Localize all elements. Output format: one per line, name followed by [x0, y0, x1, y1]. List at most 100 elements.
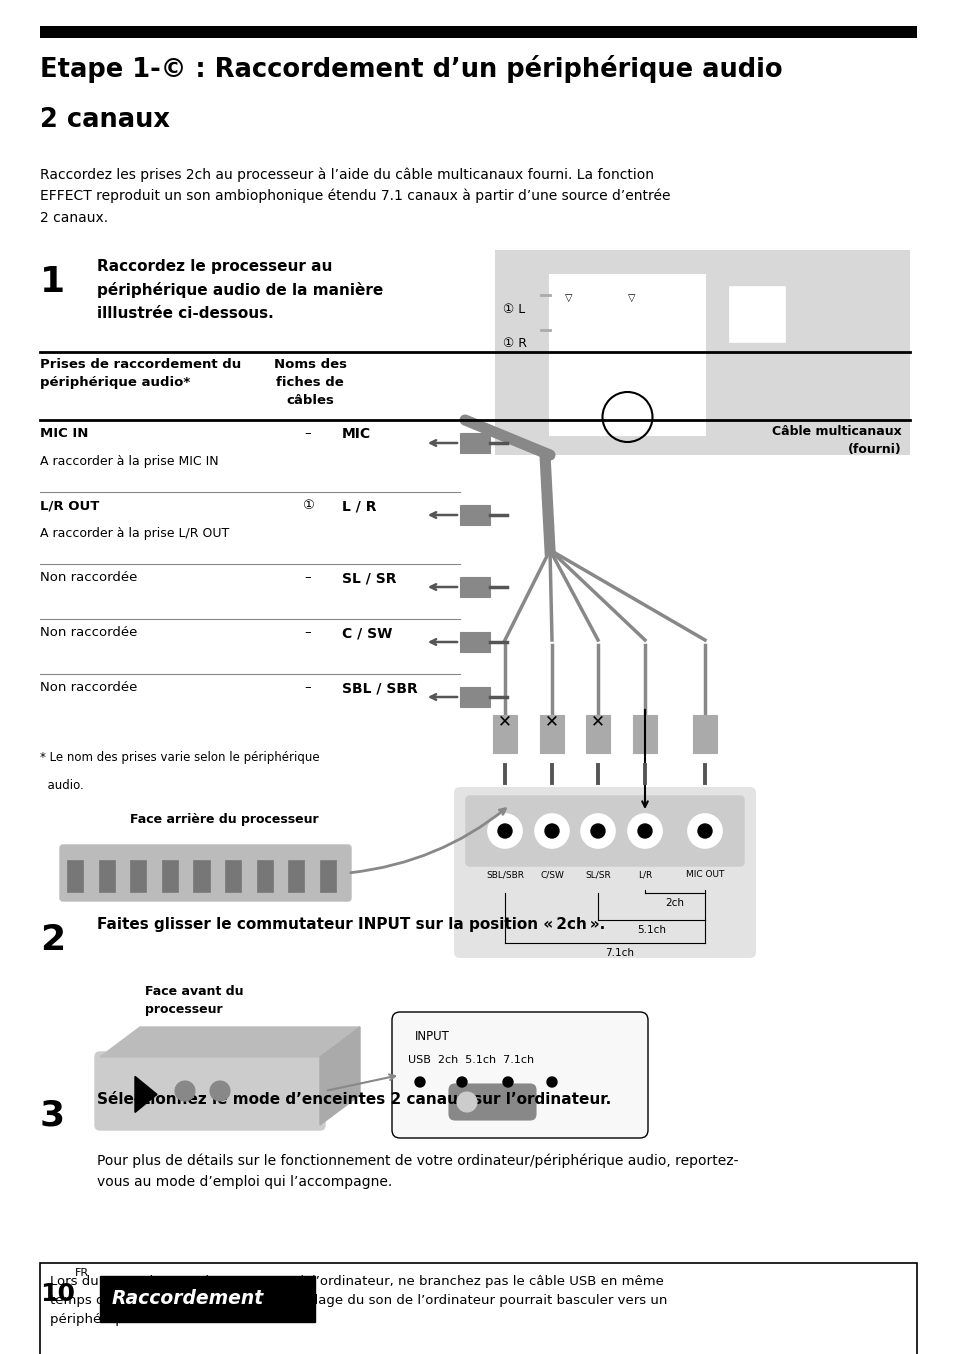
Text: Raccordement: Raccordement [112, 1289, 264, 1308]
Bar [100, 1275, 314, 1322]
Circle shape [638, 825, 651, 838]
Polygon shape [135, 1076, 157, 1113]
Circle shape [546, 1076, 557, 1087]
Bar [131, 860, 146, 892]
Bar [98, 860, 114, 892]
Text: Faites glisser le commutateur INPUT sur la position « 2ch ».: Faites glisser le commutateur INPUT sur … [97, 917, 604, 932]
Circle shape [627, 814, 661, 848]
Bar [40, 1263, 916, 1354]
Text: –: – [304, 681, 311, 695]
Bar [459, 433, 490, 454]
Bar [319, 860, 335, 892]
FancyBboxPatch shape [95, 1052, 325, 1131]
Bar [193, 860, 210, 892]
Bar [256, 860, 273, 892]
Bar [459, 632, 490, 653]
Text: MIC: MIC [341, 427, 371, 441]
Text: 5.1ch: 5.1ch [637, 925, 665, 936]
Text: –: – [304, 571, 311, 584]
Text: Prises de raccordement du
périphérique audio*: Prises de raccordement du périphérique a… [40, 357, 241, 389]
Text: C / SW: C / SW [341, 626, 392, 640]
Circle shape [210, 1080, 230, 1101]
Text: ① L: ① L [502, 303, 525, 315]
Polygon shape [100, 1026, 359, 1057]
Circle shape [497, 825, 512, 838]
Text: C/SW: C/SW [539, 871, 563, 879]
Text: 1: 1 [40, 265, 65, 299]
Text: Non raccordée: Non raccordée [40, 681, 137, 695]
Text: ① R: ① R [502, 337, 526, 349]
Bar [633, 715, 657, 753]
Text: INPUT: INPUT [415, 1030, 450, 1043]
Text: Raccordez le processeur au
périphérique audio de la manière
illlustrée ci-dessou: Raccordez le processeur au périphérique … [97, 259, 383, 321]
Text: MIC IN: MIC IN [40, 427, 89, 440]
FancyBboxPatch shape [454, 787, 755, 959]
FancyBboxPatch shape [392, 1011, 647, 1137]
Circle shape [502, 1076, 513, 1087]
Text: 10: 10 [40, 1282, 75, 1307]
Circle shape [580, 814, 615, 848]
Text: Sélectionnez le mode d’enceintes 2 canaux sur l’ordinateur.: Sélectionnez le mode d’enceintes 2 canau… [97, 1091, 611, 1108]
Bar [162, 860, 177, 892]
Bar [40, 26, 916, 38]
Bar [550, 275, 704, 435]
Text: ✕: ✕ [497, 712, 512, 730]
Text: SL/SR: SL/SR [584, 871, 610, 879]
Bar [459, 577, 490, 597]
Text: Non raccordée: Non raccordée [40, 571, 137, 584]
Text: Etape 1-© : Raccordement d’un périphérique audio: Etape 1-© : Raccordement d’un périphériq… [40, 56, 781, 83]
Text: –: – [304, 427, 311, 440]
Text: 2: 2 [40, 923, 65, 957]
Text: FR: FR [75, 1267, 89, 1278]
Text: L/R: L/R [638, 871, 652, 879]
Text: Noms des
fiches de
câbles: Noms des fiches de câbles [274, 357, 346, 408]
Bar [729, 287, 784, 343]
Text: SL / SR: SL / SR [341, 571, 396, 585]
Circle shape [544, 825, 558, 838]
Text: Non raccordée: Non raccordée [40, 626, 137, 639]
Circle shape [174, 1080, 194, 1101]
FancyBboxPatch shape [465, 796, 743, 867]
Text: –: – [304, 626, 311, 639]
Text: SBL / SBR: SBL / SBR [341, 681, 417, 695]
Text: Lors du raccordement du processeur à l’ordinateur, ne branchez pas le câble USB : Lors du raccordement du processeur à l’o… [50, 1275, 667, 1326]
Bar [495, 250, 909, 455]
FancyBboxPatch shape [60, 845, 351, 900]
Text: SBL/SBR: SBL/SBR [485, 871, 523, 879]
Text: 7.1ch: 7.1ch [604, 948, 634, 959]
Circle shape [415, 1076, 424, 1087]
Circle shape [687, 814, 721, 848]
Text: * Le nom des prises varie selon le périphérique: * Le nom des prises varie selon le périp… [40, 751, 319, 764]
Text: 2 canaux: 2 canaux [40, 107, 170, 133]
Circle shape [535, 814, 568, 848]
Text: 2ch: 2ch [665, 898, 684, 909]
Circle shape [590, 825, 604, 838]
Text: Face avant du
processeur: Face avant du processeur [145, 984, 243, 1016]
Bar [459, 505, 490, 525]
Bar [67, 860, 83, 892]
Polygon shape [319, 1026, 359, 1125]
Bar [459, 686, 490, 707]
Text: ▽: ▽ [564, 292, 572, 303]
Text: A raccorder à la prise MIC IN: A raccorder à la prise MIC IN [40, 455, 218, 468]
Text: 3: 3 [40, 1098, 65, 1132]
Text: ①: ① [302, 500, 314, 512]
Text: Câble multicanaux
(fourni): Câble multicanaux (fourni) [771, 425, 901, 456]
Circle shape [698, 825, 711, 838]
Bar [493, 715, 517, 753]
Bar [539, 715, 563, 753]
Text: Raccordez les prises 2ch au processeur à l’aide du câble multicanaux fourni. La : Raccordez les prises 2ch au processeur à… [40, 167, 670, 225]
Bar [225, 860, 241, 892]
Bar [692, 715, 717, 753]
Circle shape [456, 1076, 467, 1087]
Text: ✕: ✕ [544, 712, 558, 730]
Circle shape [456, 1091, 476, 1112]
Text: L / R: L / R [341, 500, 376, 513]
Text: L/R OUT: L/R OUT [40, 500, 99, 512]
Text: ✕: ✕ [591, 712, 604, 730]
Text: A raccorder à la prise L/R OUT: A raccorder à la prise L/R OUT [40, 527, 229, 540]
Bar [288, 860, 304, 892]
Text: audio.: audio. [40, 779, 84, 792]
Text: Pour plus de détails sur le fonctionnement de votre ordinateur/périphérique audi: Pour plus de détails sur le fonctionneme… [97, 1154, 738, 1189]
Bar [585, 715, 609, 753]
